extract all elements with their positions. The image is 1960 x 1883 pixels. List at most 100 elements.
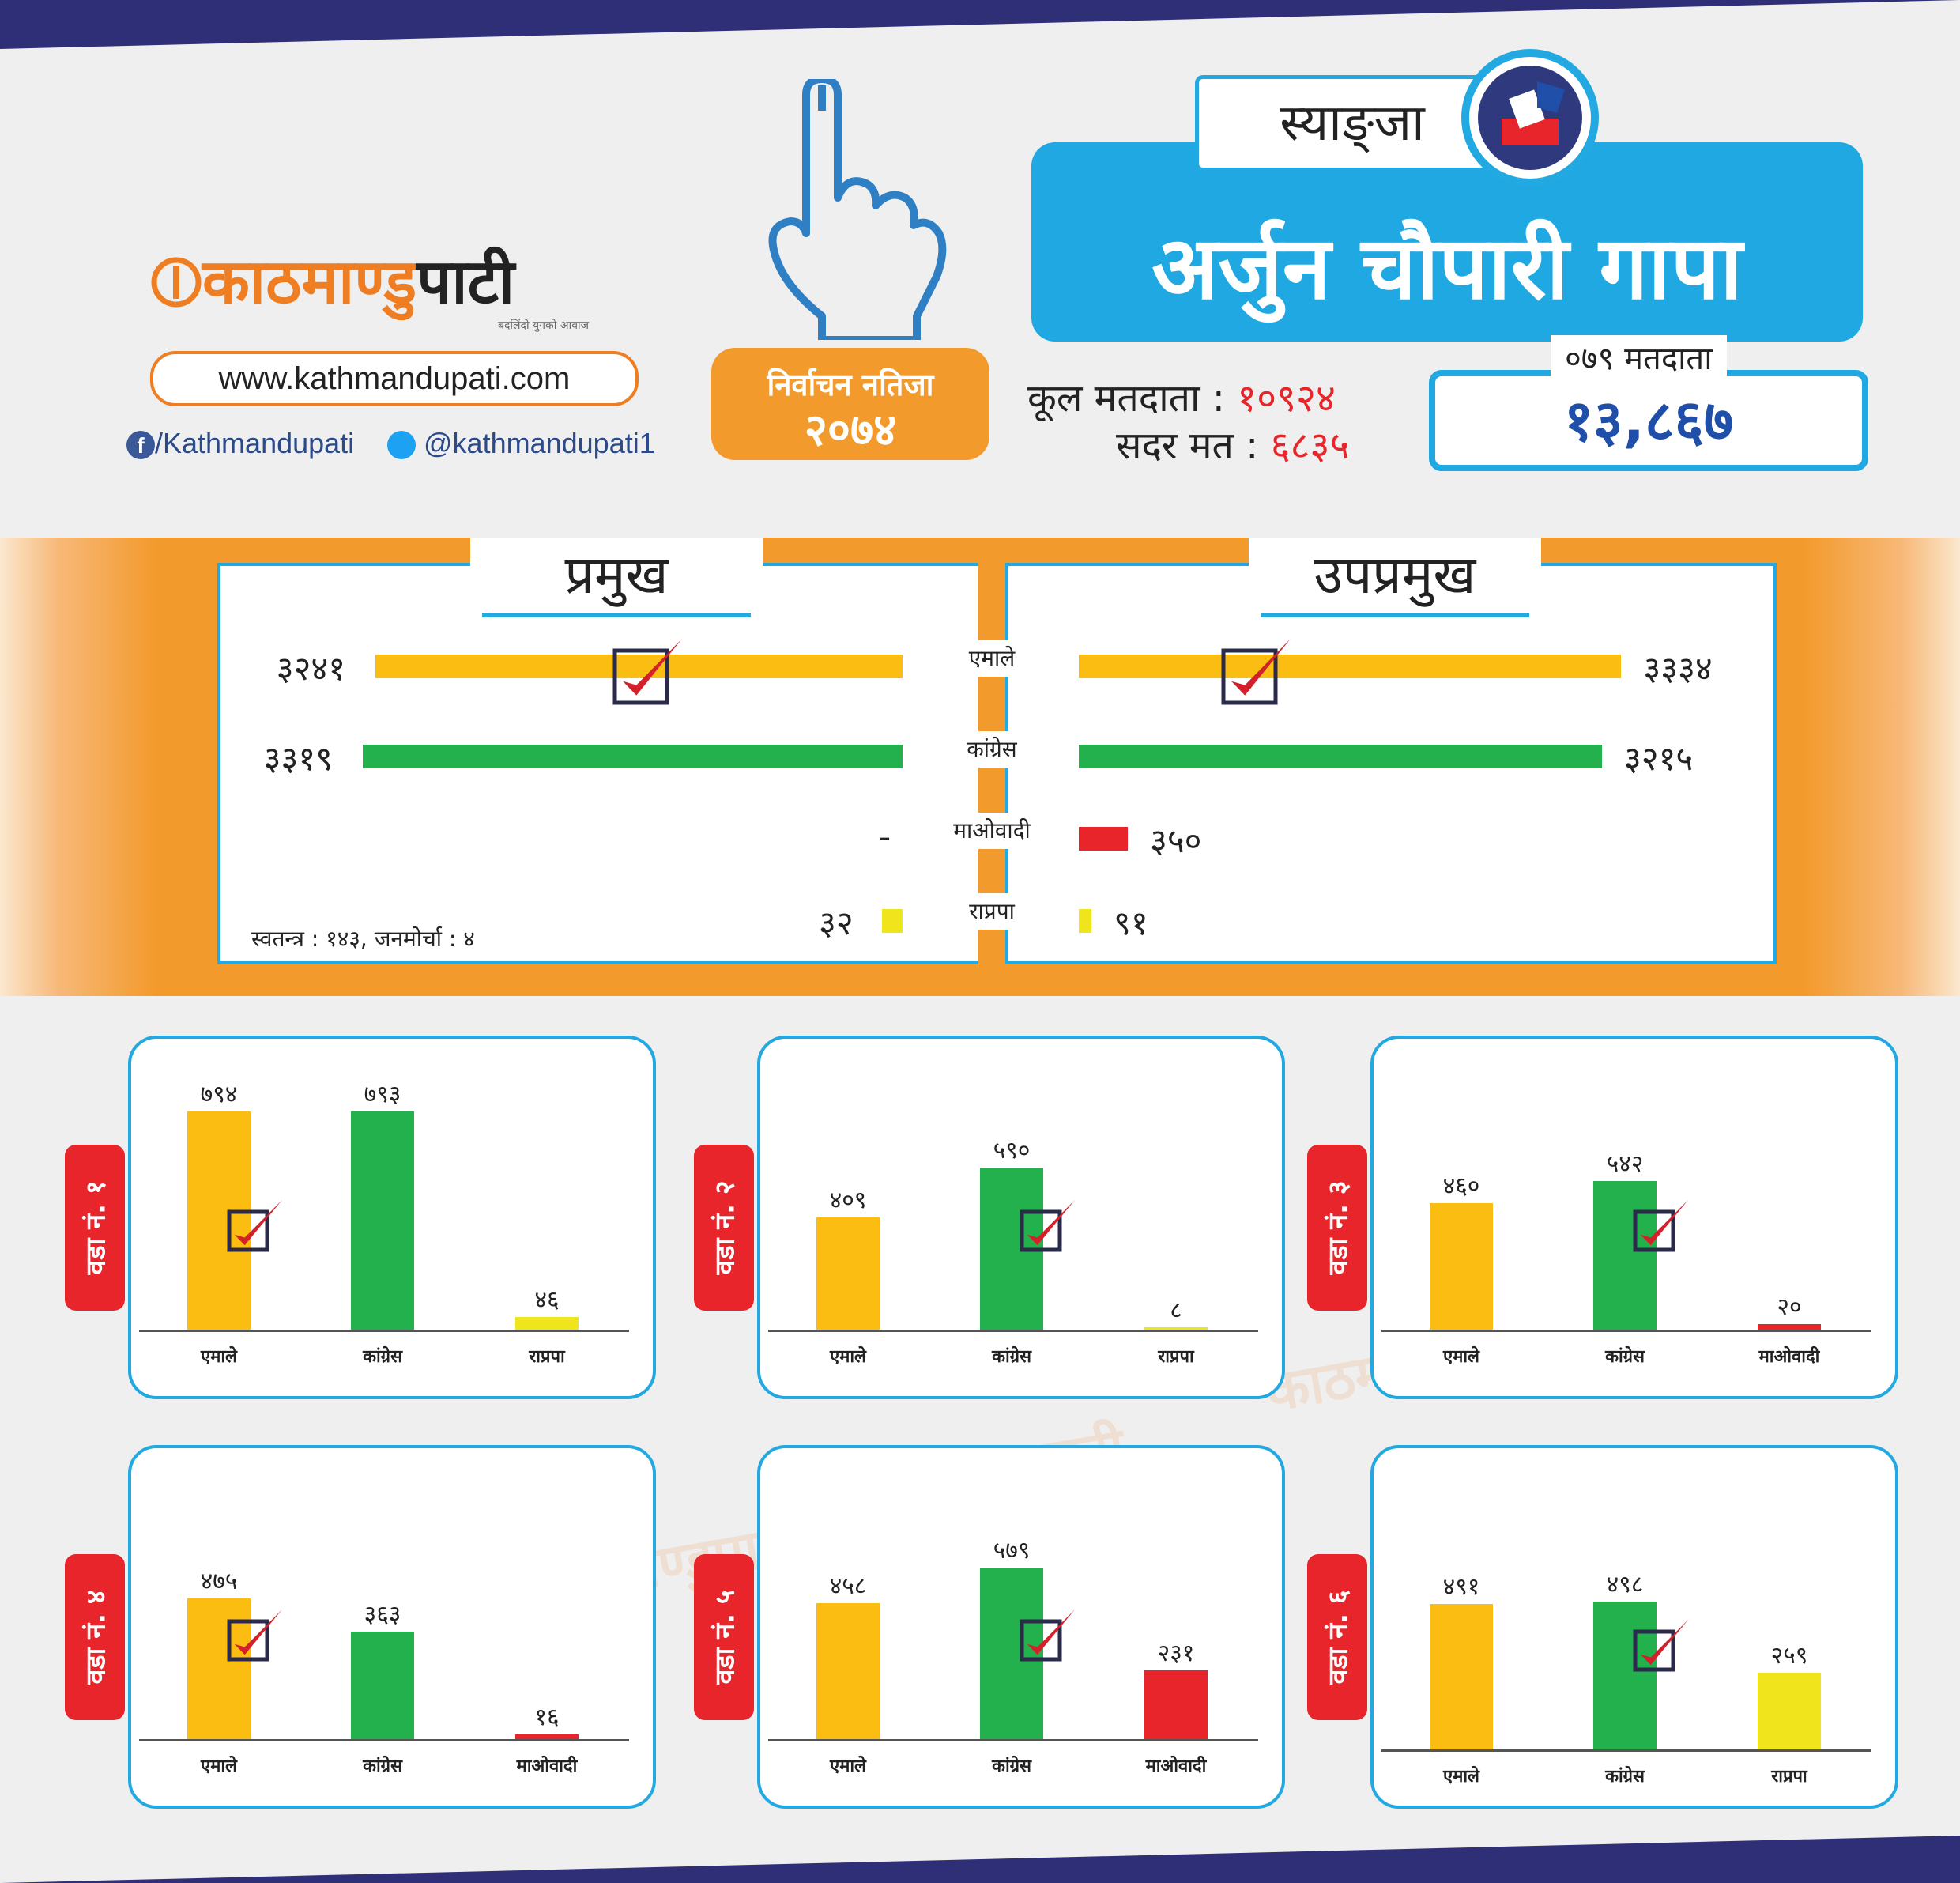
ward-bar-category: कांग्रेस (1605, 1347, 1645, 1367)
brand-logo: काठमाण्डुपाटी (150, 251, 514, 313)
ward-bar-category: एमाले (830, 1347, 866, 1367)
ward-bar-category: माओवादी (516, 1757, 578, 1776)
ward-winner-check-icon (1633, 1620, 1688, 1672)
deputy-value-label: ३५० (1150, 821, 1202, 860)
ward-bar (351, 1631, 414, 1739)
total-voters-sep: : (1212, 376, 1225, 421)
logo-text-2: पाटी (416, 247, 515, 318)
voters-079-value: १३,८६७ (1563, 387, 1734, 454)
deputy-winner-check-icon (1221, 639, 1291, 705)
ward-bar-category: माओवादी (1145, 1757, 1207, 1776)
ward-bar-value: ५७९ (993, 1536, 1031, 1564)
ward-bar-value: ७९४ (200, 1081, 238, 1109)
ward-bar (187, 1111, 251, 1330)
ward-bar (515, 1317, 579, 1330)
ward-bar (1758, 1672, 1821, 1749)
bottom-stripe (0, 1836, 1960, 1883)
mayor-winner-check-icon (612, 639, 682, 705)
ward-bar (1144, 1327, 1208, 1330)
ward-bar-category: कांग्रेस (1605, 1767, 1645, 1787)
total-voters-value: १०९२४ (1237, 376, 1336, 421)
ward-bar-category: एमाले (830, 1757, 866, 1776)
logo-mark-icon (151, 257, 202, 308)
ward-title: वडा नं. १ (81, 1180, 113, 1275)
valid-votes-label: सदर मत (1116, 424, 1234, 468)
logo-text-1: काठमाण्डु (202, 247, 417, 318)
mayor-value-label: - (879, 817, 891, 856)
ward-bar-value: ३६३ (364, 1600, 401, 1628)
ward-bar-value: ७९३ (364, 1081, 401, 1109)
deputy-value-label: ९१ (1114, 904, 1148, 942)
deputy-value-label: ३२१५ (1623, 739, 1694, 778)
x-axis (139, 1739, 629, 1741)
ward-bar-category: एमाले (201, 1347, 237, 1367)
twitter-link[interactable]: @kathmandupati1 (387, 427, 655, 460)
deputy-bar (1079, 655, 1622, 678)
party-label-maoist: माओवादी (937, 813, 1047, 849)
deputy-bar (1079, 909, 1091, 933)
ward-title: वडा नं. ३ (1323, 1180, 1355, 1275)
ward-bar-value: ४५८ (829, 1572, 867, 1601)
mayor-bar (362, 745, 903, 768)
valid-votes-sep: : (1246, 424, 1259, 468)
facebook-icon: f (126, 431, 155, 460)
x-axis (768, 1739, 1258, 1741)
ward-tab: वडा नं. २ (694, 1145, 754, 1311)
ward-bar (816, 1217, 880, 1330)
ward-bar (1430, 1603, 1493, 1749)
x-axis (1381, 1749, 1871, 1752)
ward-bar (816, 1603, 880, 1739)
facebook-handle: /Kathmandupati (155, 427, 355, 459)
x-axis (1381, 1330, 1871, 1332)
ward-bar-category: माओवादी (1758, 1347, 1820, 1367)
deputy-bar (1079, 827, 1128, 851)
ward-bar-value: ४६० (1442, 1172, 1480, 1201)
ward-bar-category: कांग्रेस (992, 1757, 1031, 1776)
ward-bar-value: ८ (1170, 1296, 1182, 1324)
ward-bar (980, 1567, 1043, 1739)
ward-bar (1144, 1670, 1208, 1739)
facebook-link[interactable]: f/Kathmandupati (126, 427, 354, 460)
top-stripe (0, 0, 1960, 49)
ward-bar-value: ४९१ (1442, 1572, 1480, 1601)
ward-bar-value: २३१ (1157, 1640, 1195, 1668)
ward-tab: वडा नं. १ (65, 1145, 125, 1311)
twitter-icon (387, 431, 416, 460)
total-voters-label: कूल मतदाता (1027, 376, 1200, 421)
ward-bar-value: ५४२ (1606, 1149, 1644, 1178)
election-result-label: निर्वाचन नतिजा २०७४ (711, 348, 989, 460)
valid-votes-line: सदर मत : ६८३५ (1116, 419, 1349, 470)
ballot-box-icon (1461, 49, 1599, 187)
deputy-heading: उपप्रमुख (1249, 538, 1541, 617)
ward-bar (1593, 1180, 1657, 1330)
x-axis (139, 1330, 629, 1332)
ward-bar-value: ४६ (534, 1286, 560, 1314)
website-link[interactable]: www.kathmandupati.com (150, 351, 639, 406)
x-axis (768, 1330, 1258, 1332)
mayor-bar (375, 655, 903, 678)
ward-tab: वडा नं. ४ (65, 1554, 125, 1720)
ward-bar (1758, 1324, 1821, 1330)
party-label-rpp: राप्रपा (937, 893, 1047, 930)
ward-bar (351, 1111, 414, 1330)
mayor-value-label: ३२४१ (276, 649, 346, 688)
ward-bar-value: २५९ (1770, 1641, 1808, 1670)
ward-bar-value: ४९८ (1606, 1571, 1644, 1599)
municipality-name: अर्जुन चौपारी गापा (1152, 217, 1743, 319)
ward-bar-value: १६ (534, 1704, 560, 1731)
ward-bar-value: ४७५ (200, 1567, 238, 1595)
deputy-title: उपप्रमुख (1314, 545, 1476, 606)
twitter-handle: @kathmandupati1 (424, 427, 655, 459)
ward-bar (515, 1734, 579, 1739)
municipality-banner: अर्जुन चौपारी गापा (1031, 142, 1863, 342)
inked-finger-icon (768, 79, 947, 340)
ward-winner-check-icon (227, 1609, 282, 1662)
ward-bar-category: एमाले (201, 1757, 237, 1776)
ward-bar-category: एमाले (1443, 1767, 1479, 1787)
result-label-year: २०७४ (804, 405, 897, 456)
total-voters-line: कूल मतदाता : १०९२४ (1027, 372, 1336, 423)
mayor-value-label: ३२ (819, 904, 854, 942)
deputy-value-label: ३३३४ (1643, 649, 1713, 688)
mayor-heading: प्रमुख (470, 538, 763, 617)
ward-bar-category: राप्रपा (1158, 1347, 1194, 1367)
